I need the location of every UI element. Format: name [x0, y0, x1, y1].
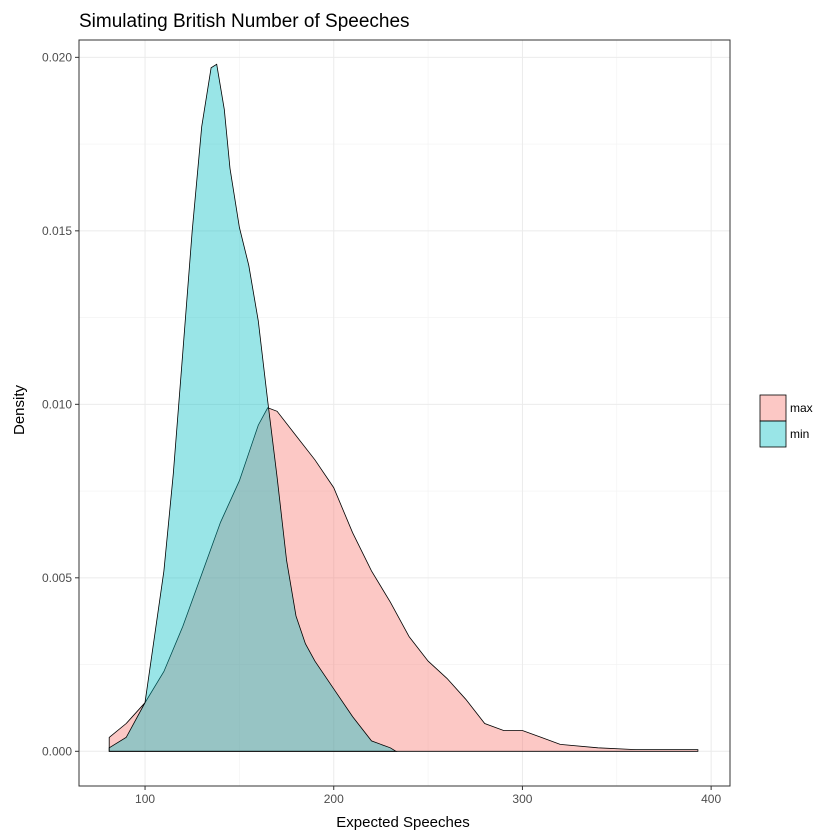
chart-title: Simulating British Number of Speeches	[79, 11, 410, 32]
x-axis-title: Expected Speeches	[336, 814, 469, 831]
x-tick-label: 400	[701, 792, 721, 806]
x-tick-label: 100	[135, 792, 155, 806]
y-tick-label: 0.020	[42, 50, 72, 64]
legend-label-max: max	[790, 401, 813, 415]
x-tick-label: 200	[324, 792, 344, 806]
density-areas	[108, 63, 699, 752]
legend: max min	[759, 394, 813, 448]
y-tick-label: 0.010	[42, 397, 72, 411]
plot-panel-border	[78, 39, 731, 787]
y-tick-label: 0.000	[42, 744, 72, 758]
legend-key-max	[759, 394, 787, 422]
y-axis-ticks: 0.000 0.005 0.010 0.015 0.020	[42, 50, 79, 758]
y-tick-label: 0.015	[42, 224, 72, 238]
x-tick-label: 300	[512, 792, 532, 806]
density-area-max	[108, 407, 699, 752]
density-area-min	[108, 63, 398, 752]
y-tick-label: 0.005	[42, 571, 72, 585]
legend-label-min: min	[790, 427, 809, 441]
x-axis-ticks: 100 200 300 400	[135, 786, 721, 806]
y-axis-title: Density	[11, 384, 28, 435]
legend-key-min	[759, 420, 787, 448]
